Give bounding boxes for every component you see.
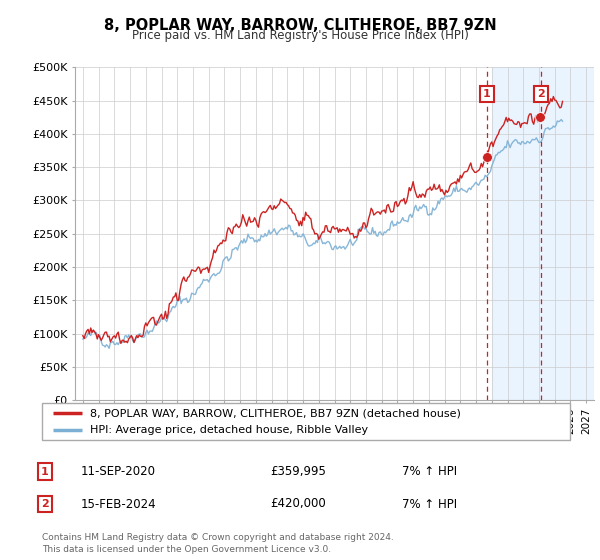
Text: £420,000: £420,000: [270, 497, 326, 511]
Text: 11-SEP-2020: 11-SEP-2020: [81, 465, 156, 478]
Text: Contains HM Land Registry data © Crown copyright and database right 2024.
This d: Contains HM Land Registry data © Crown c…: [42, 533, 394, 554]
Text: £359,995: £359,995: [270, 465, 326, 478]
Text: 8, POPLAR WAY, BARROW, CLITHEROE, BB7 9ZN (detached house): 8, POPLAR WAY, BARROW, CLITHEROE, BB7 9Z…: [89, 408, 460, 418]
Text: HPI: Average price, detached house, Ribble Valley: HPI: Average price, detached house, Ribb…: [89, 425, 368, 435]
Text: 15-FEB-2024: 15-FEB-2024: [81, 497, 157, 511]
Bar: [492, 67, 594, 400]
Text: Price paid vs. HM Land Registry's House Price Index (HPI): Price paid vs. HM Land Registry's House …: [131, 29, 469, 42]
Text: 8, POPLAR WAY, BARROW, CLITHEROE, BB7 9ZN: 8, POPLAR WAY, BARROW, CLITHEROE, BB7 9Z…: [104, 18, 496, 34]
Text: 1: 1: [41, 466, 49, 477]
Text: 1: 1: [483, 89, 491, 99]
Text: 2: 2: [41, 499, 49, 509]
Text: 7% ↑ HPI: 7% ↑ HPI: [402, 497, 457, 511]
FancyBboxPatch shape: [42, 403, 570, 440]
Text: 7% ↑ HPI: 7% ↑ HPI: [402, 465, 457, 478]
Text: 2: 2: [537, 89, 545, 99]
